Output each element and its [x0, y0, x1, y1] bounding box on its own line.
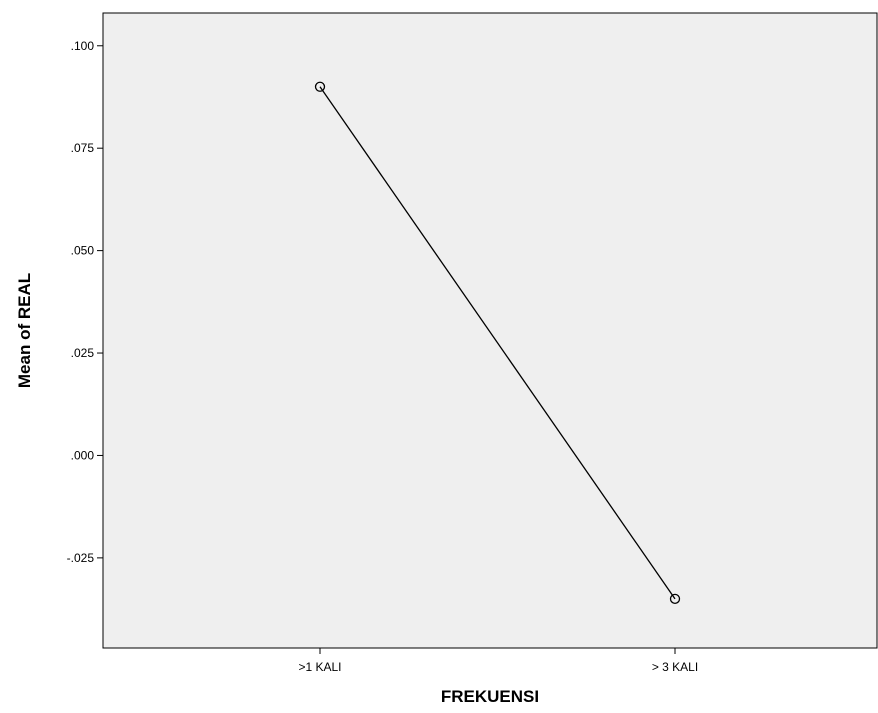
data-point [314, 81, 326, 92]
y-axis: .100 .075 .050 .025 .000 -.025 [67, 39, 103, 565]
x-axis: >1 KALI > 3 KALI [298, 648, 698, 674]
y-tick-label: .100 [71, 39, 95, 53]
data-point [669, 593, 681, 604]
x-tick-label: >1 KALI [298, 660, 341, 674]
y-tick-label: .075 [71, 141, 95, 155]
x-tick-label: > 3 KALI [652, 660, 698, 674]
series-line [319, 86, 676, 600]
y-tick-label: .000 [71, 448, 95, 462]
series-layer [314, 81, 681, 604]
y-tick-label: -.025 [67, 551, 95, 565]
y-axis-title: Mean of REAL [15, 273, 34, 388]
plot-area [102, 12, 878, 649]
y-tick-label: .050 [71, 244, 95, 258]
y-tick-label: .025 [71, 346, 95, 360]
x-axis-title: FREKUENSI [441, 687, 539, 706]
